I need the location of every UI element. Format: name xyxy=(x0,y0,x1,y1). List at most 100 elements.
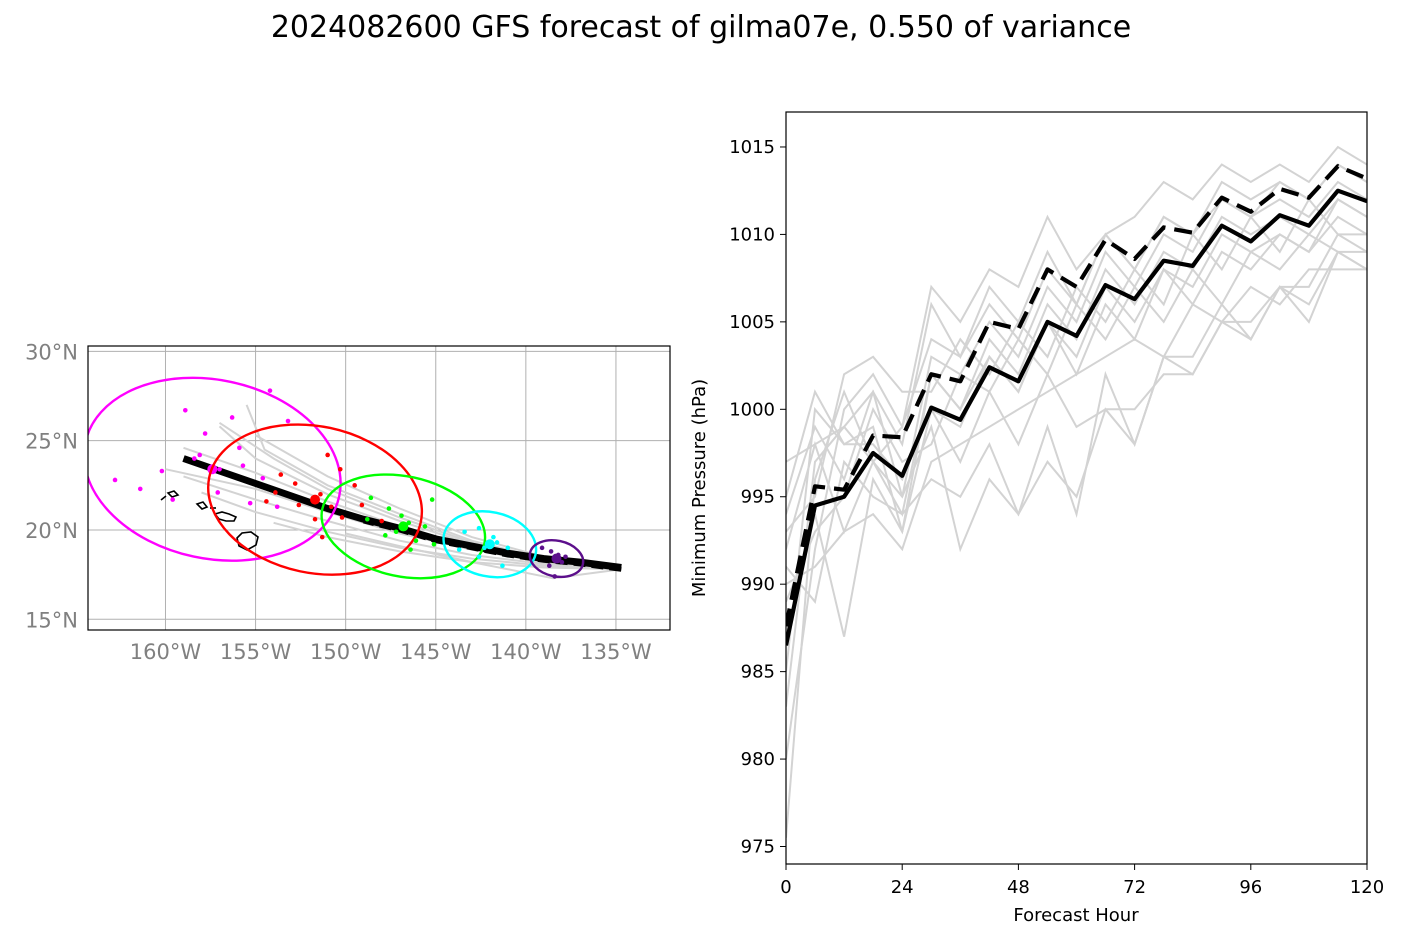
cluster-ellipse xyxy=(88,376,342,562)
map-y-tick-labels: 15°N 20°N 25°N 30°N xyxy=(25,340,78,632)
cluster-point xyxy=(379,518,385,524)
cluster-point xyxy=(202,431,208,436)
cluster-point xyxy=(548,549,554,554)
cluster-point xyxy=(240,463,246,468)
island-kauai xyxy=(160,490,180,501)
ensemble-track xyxy=(273,521,622,571)
map-y-tick-label: 15°N xyxy=(25,608,78,632)
cluster-ellipse xyxy=(442,510,538,579)
map-x-tick-label: 135°W xyxy=(580,640,652,664)
cluster-point xyxy=(408,547,413,552)
cluster-point xyxy=(383,533,388,538)
cluster-point xyxy=(462,529,467,535)
map-y-tick-label: 20°N xyxy=(25,519,78,543)
cluster-point xyxy=(260,475,266,481)
map-x-tick-label: 145°W xyxy=(400,640,472,664)
cluster-point xyxy=(500,563,505,568)
cluster-point xyxy=(296,502,302,508)
forecast-clusters xyxy=(88,376,585,580)
map-x-tick-label: 150°W xyxy=(310,640,382,664)
map-y-tick-label: 30°N xyxy=(25,340,78,364)
y-tick-label: 990 xyxy=(741,574,775,595)
y-tick-label: 975 xyxy=(741,837,775,858)
y-tick-label: 1010 xyxy=(729,224,775,245)
cluster-point xyxy=(137,486,143,492)
y-tick-label: 985 xyxy=(741,662,775,683)
cluster-point xyxy=(247,500,253,506)
island-oahu xyxy=(195,501,209,510)
y-tick-label: 980 xyxy=(741,749,775,770)
pressure-x-ticks: 0 24 48 72 96 120 xyxy=(780,864,1384,898)
member-pressure-line xyxy=(786,197,1367,533)
y-tick-label: 1005 xyxy=(729,312,775,333)
cluster-point xyxy=(456,547,462,552)
island-maui xyxy=(213,511,238,522)
cluster-point xyxy=(539,545,545,551)
cluster-point xyxy=(325,452,330,458)
member-pressure-line xyxy=(786,233,1367,497)
cluster-point xyxy=(328,504,334,510)
pressure-panel: 0 24 48 72 96 120 975 980 985 990 995 1000 1005 1010… xyxy=(689,111,1384,926)
cluster-point xyxy=(386,506,392,511)
cluster-point xyxy=(563,554,568,560)
cluster-point xyxy=(183,408,188,413)
cluster-point xyxy=(352,483,357,488)
y-axis-label: Minimum Pressure (hPa) xyxy=(689,379,710,597)
track-map-panel: 160°W 155°W 150°W 145°W 140°W 135°W 15°N 20°N 2… xyxy=(25,340,671,664)
cluster-point xyxy=(217,466,222,472)
map-frame xyxy=(87,345,671,631)
cluster-point xyxy=(273,490,278,495)
cluster-point xyxy=(319,534,325,540)
cluster-point xyxy=(215,490,221,495)
island-big-island xyxy=(236,531,259,551)
pressure-y-ticks: 975 980 985 990 995 1000 1005 1010 1015 xyxy=(729,137,786,858)
y-tick-label: 1000 xyxy=(729,399,775,420)
cluster-point xyxy=(413,538,419,543)
figure-title: 2024082600 GFS forecast of gilma07e, 0.5… xyxy=(270,10,1132,45)
cluster-point xyxy=(368,495,374,501)
y-tick-label: 1015 xyxy=(729,137,775,158)
cluster-point xyxy=(159,468,165,474)
ensemble-track xyxy=(201,491,622,571)
cluster-point xyxy=(339,515,345,520)
member-pressure-line xyxy=(786,198,1367,518)
cluster-point xyxy=(476,525,482,531)
cluster-point xyxy=(318,491,323,497)
cluster-point xyxy=(422,524,428,529)
x-tick-label: 24 xyxy=(891,877,914,898)
mean-and-control-lines xyxy=(786,164,1367,646)
cluster-ellipse xyxy=(320,473,487,580)
cluster-point xyxy=(237,445,242,451)
member-pressure-line xyxy=(786,163,1367,515)
member-pressure-line xyxy=(786,145,1367,838)
cluster-point xyxy=(337,466,343,472)
cluster-center xyxy=(398,521,409,532)
cluster-point xyxy=(112,477,118,483)
pressure-frame xyxy=(785,111,1368,865)
cluster-point xyxy=(285,418,291,424)
x-tick-label: 72 xyxy=(1123,877,1146,898)
cluster-point xyxy=(274,504,280,510)
cluster-point xyxy=(359,502,365,508)
cluster-center xyxy=(310,494,321,505)
mean-pressure-line xyxy=(786,188,1367,646)
x-tick-label: 96 xyxy=(1239,877,1262,898)
cluster-point xyxy=(229,415,235,420)
map-y-tick-label: 25°N xyxy=(25,430,78,454)
x-tick-label: 0 xyxy=(780,877,791,898)
cluster-point xyxy=(399,513,404,518)
map-x-tick-label: 140°W xyxy=(490,640,562,664)
member-pressure-line xyxy=(786,250,1367,553)
cluster-point xyxy=(292,481,298,486)
cluster-point xyxy=(546,563,552,568)
ensemble-pressure-lines xyxy=(786,145,1367,838)
cluster-point xyxy=(505,545,511,551)
cluster-point xyxy=(494,540,500,545)
cluster-point xyxy=(364,516,370,522)
cluster-point xyxy=(278,472,284,477)
cluster-point xyxy=(312,516,318,522)
cluster-point xyxy=(476,554,482,560)
cluster-point xyxy=(267,388,273,393)
map-x-tick-labels: 160°W 155°W 150°W 145°W 140°W 135°W xyxy=(130,640,652,664)
